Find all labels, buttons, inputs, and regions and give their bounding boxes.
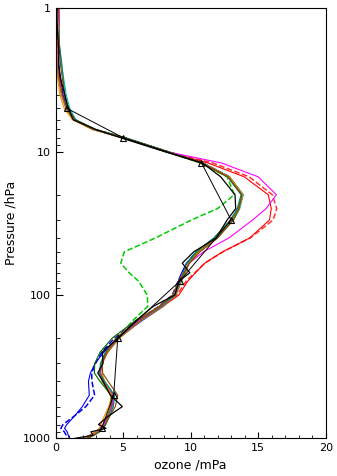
X-axis label: ozone /mPa: ozone /mPa — [154, 459, 227, 472]
Y-axis label: Pressure /hPa: Pressure /hPa — [4, 181, 17, 266]
